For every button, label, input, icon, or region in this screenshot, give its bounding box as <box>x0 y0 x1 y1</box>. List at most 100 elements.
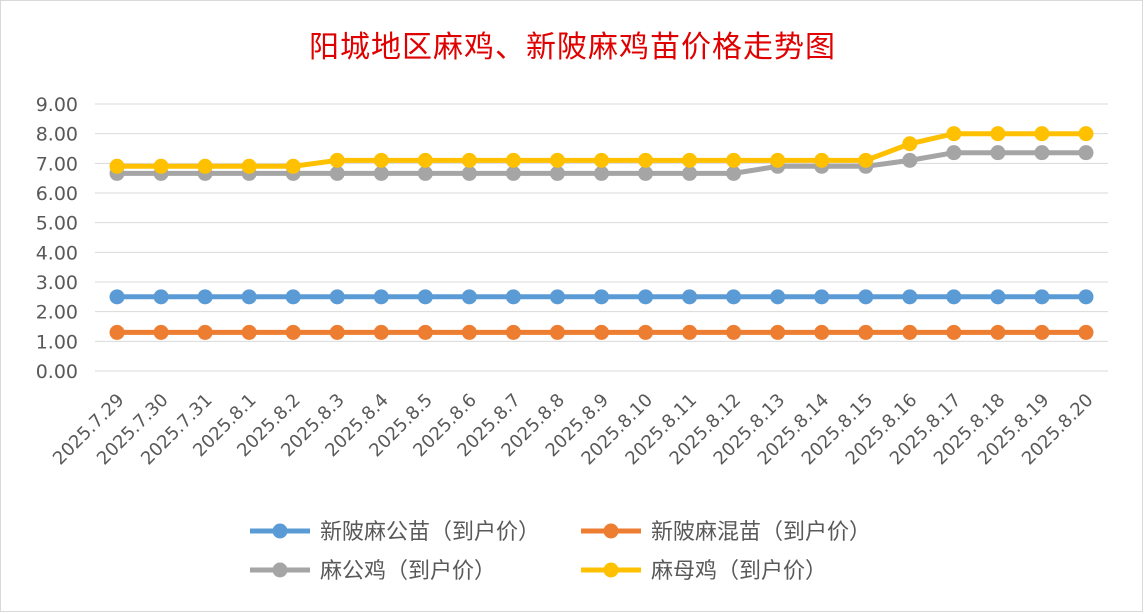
data-point <box>461 152 477 168</box>
series-0 <box>109 289 1094 305</box>
data-point <box>726 289 742 305</box>
data-point <box>770 152 786 168</box>
data-point <box>1034 324 1050 340</box>
grid-lines <box>95 103 1108 372</box>
data-point <box>682 165 698 181</box>
legend-item: 麻公鸡（到户价） <box>250 559 496 584</box>
y-tick-label: 8.00 <box>36 124 78 146</box>
data-point <box>990 126 1006 142</box>
series-1 <box>109 324 1094 340</box>
data-point <box>329 289 345 305</box>
data-point <box>1078 289 1094 305</box>
data-point <box>417 152 433 168</box>
data-point <box>726 152 742 168</box>
data-point <box>329 165 345 181</box>
data-point <box>417 324 433 340</box>
data-point <box>946 145 962 161</box>
data-point <box>770 324 786 340</box>
data-point <box>373 324 389 340</box>
data-point <box>638 289 654 305</box>
data-point <box>858 152 874 168</box>
data-point <box>682 152 698 168</box>
data-point <box>285 289 301 305</box>
data-point <box>1078 324 1094 340</box>
data-point <box>594 152 609 168</box>
data-point <box>990 324 1006 340</box>
y-tick-label: 4.00 <box>36 242 78 264</box>
y-tick-label: 7.00 <box>36 153 78 175</box>
legend-marker <box>603 562 619 578</box>
legend-item: 新陂麻公苗（到户价） <box>250 520 540 545</box>
y-tick-label: 9.00 <box>36 94 78 116</box>
data-point <box>638 152 654 168</box>
data-point <box>285 324 301 340</box>
data-point <box>682 324 698 340</box>
y-tick-label: 3.00 <box>36 272 78 294</box>
data-point <box>505 324 521 340</box>
data-point <box>461 289 477 305</box>
data-point <box>153 158 169 174</box>
data-point <box>726 165 742 181</box>
data-point <box>814 289 830 305</box>
data-point <box>682 289 698 305</box>
data-point <box>990 289 1006 305</box>
y-tick-label: 2.00 <box>36 302 78 324</box>
data-point <box>1034 289 1050 305</box>
data-point <box>153 289 169 305</box>
data-point <box>638 165 654 181</box>
data-point <box>814 152 830 168</box>
data-point <box>109 324 125 340</box>
y-axis: 0.00 1.00 2.00 3.00 4.00 5.00 6.00 7.00 8.00 9.00 <box>36 94 78 383</box>
data-point <box>549 324 565 340</box>
data-point <box>505 152 521 168</box>
data-point <box>461 165 477 181</box>
legend-label: 新陂麻混苗（到户价） <box>651 520 871 545</box>
legend-marker <box>272 562 288 578</box>
y-tick-label: 0.00 <box>36 361 78 383</box>
legend-marker <box>603 523 619 539</box>
legend: 新陂麻公苗（到户价） 新陂麻混苗（到户价） 麻公鸡（到户价） 麻母鸡（到户价） <box>250 520 871 584</box>
data-point <box>594 289 609 305</box>
x-axis: 2025.7.292025.7.302025.7.312025.8.12025.… <box>49 390 1098 470</box>
data-point <box>549 289 565 305</box>
data-point <box>770 289 786 305</box>
data-point <box>417 289 433 305</box>
data-point <box>858 289 874 305</box>
data-point <box>902 136 918 152</box>
legend-label: 麻母鸡（到户价） <box>651 559 827 584</box>
legend-item: 麻母鸡（到户价） <box>581 559 827 584</box>
data-point <box>417 165 433 181</box>
data-point <box>946 126 962 142</box>
data-point <box>373 165 389 181</box>
data-point <box>726 324 742 340</box>
data-point <box>373 152 389 168</box>
legend-marker <box>272 523 288 539</box>
data-point <box>549 152 565 168</box>
y-tick-label: 5.00 <box>36 213 78 235</box>
data-point <box>373 289 389 305</box>
data-point <box>549 165 565 181</box>
data-point <box>329 152 345 168</box>
chart-title: 阳城地区麻鸡、新陂麻鸡苗价格走势图 <box>309 30 836 65</box>
data-point <box>285 158 301 174</box>
data-point <box>1034 126 1050 142</box>
data-point <box>814 324 830 340</box>
data-point <box>946 324 962 340</box>
legend-label: 麻公鸡（到户价） <box>320 559 496 584</box>
data-point <box>241 324 257 340</box>
data-point <box>594 324 609 340</box>
y-tick-label: 6.00 <box>36 183 78 205</box>
data-point <box>197 324 213 340</box>
data-point <box>638 324 654 340</box>
data-point <box>858 324 874 340</box>
legend-label: 新陂麻公苗（到户价） <box>320 520 540 545</box>
data-point <box>902 289 918 305</box>
data-point <box>1078 126 1094 142</box>
series-group <box>109 126 1094 340</box>
data-point <box>153 324 169 340</box>
data-point <box>197 289 213 305</box>
data-point <box>329 324 345 340</box>
data-point <box>946 289 962 305</box>
series-3 <box>109 126 1094 174</box>
